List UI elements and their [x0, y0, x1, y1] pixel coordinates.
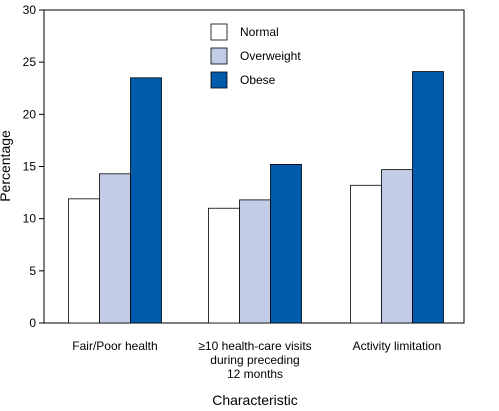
x-category-label: during preceding [210, 353, 299, 367]
x-category-label: 12 months [227, 367, 283, 381]
bar-normal-0 [68, 198, 100, 324]
legend-label-overweight: Overweight [240, 49, 301, 63]
legend: Normal Overweight Obese [210, 23, 301, 89]
x-category-label: Fair/Poor health [72, 339, 157, 353]
bar-obese-2 [412, 71, 444, 324]
bar-overweight-2 [381, 169, 413, 324]
legend-swatch-normal [210, 23, 228, 41]
y-tick-label: 25 [23, 55, 37, 69]
legend-label-normal: Normal [240, 25, 279, 39]
y-tick-label: 20 [23, 107, 37, 121]
bar-normal-2 [350, 184, 382, 324]
y-axis-title: Percentage [0, 130, 13, 202]
y-tick-label: 15 [23, 160, 37, 174]
x-axis-title: Characteristic [212, 392, 298, 408]
y-tick-label: 30 [23, 3, 37, 17]
legend-label-obese: Obese [240, 73, 276, 87]
x-category-label: Activity limitation [353, 339, 442, 353]
bar-obese-1 [270, 164, 302, 324]
bar-obese-0 [130, 77, 162, 324]
y-tick-label: 10 [23, 212, 37, 226]
bar-normal-1 [208, 207, 240, 324]
bar-overweight-0 [99, 173, 131, 324]
bars [68, 71, 444, 324]
y-axis: 0 5 10 15 20 25 30 [23, 3, 44, 330]
x-axis-category-labels: Fair/Poor health ≥10 health-care visitsdu… [72, 339, 441, 381]
bar-overweight-1 [239, 199, 271, 324]
legend-swatch-overweight [210, 47, 228, 65]
y-tick-label: 5 [29, 264, 36, 278]
legend-swatch-obese [210, 71, 228, 89]
x-category-label: ≥10 health-care visits [198, 339, 311, 353]
y-tick-label: 0 [29, 316, 36, 330]
